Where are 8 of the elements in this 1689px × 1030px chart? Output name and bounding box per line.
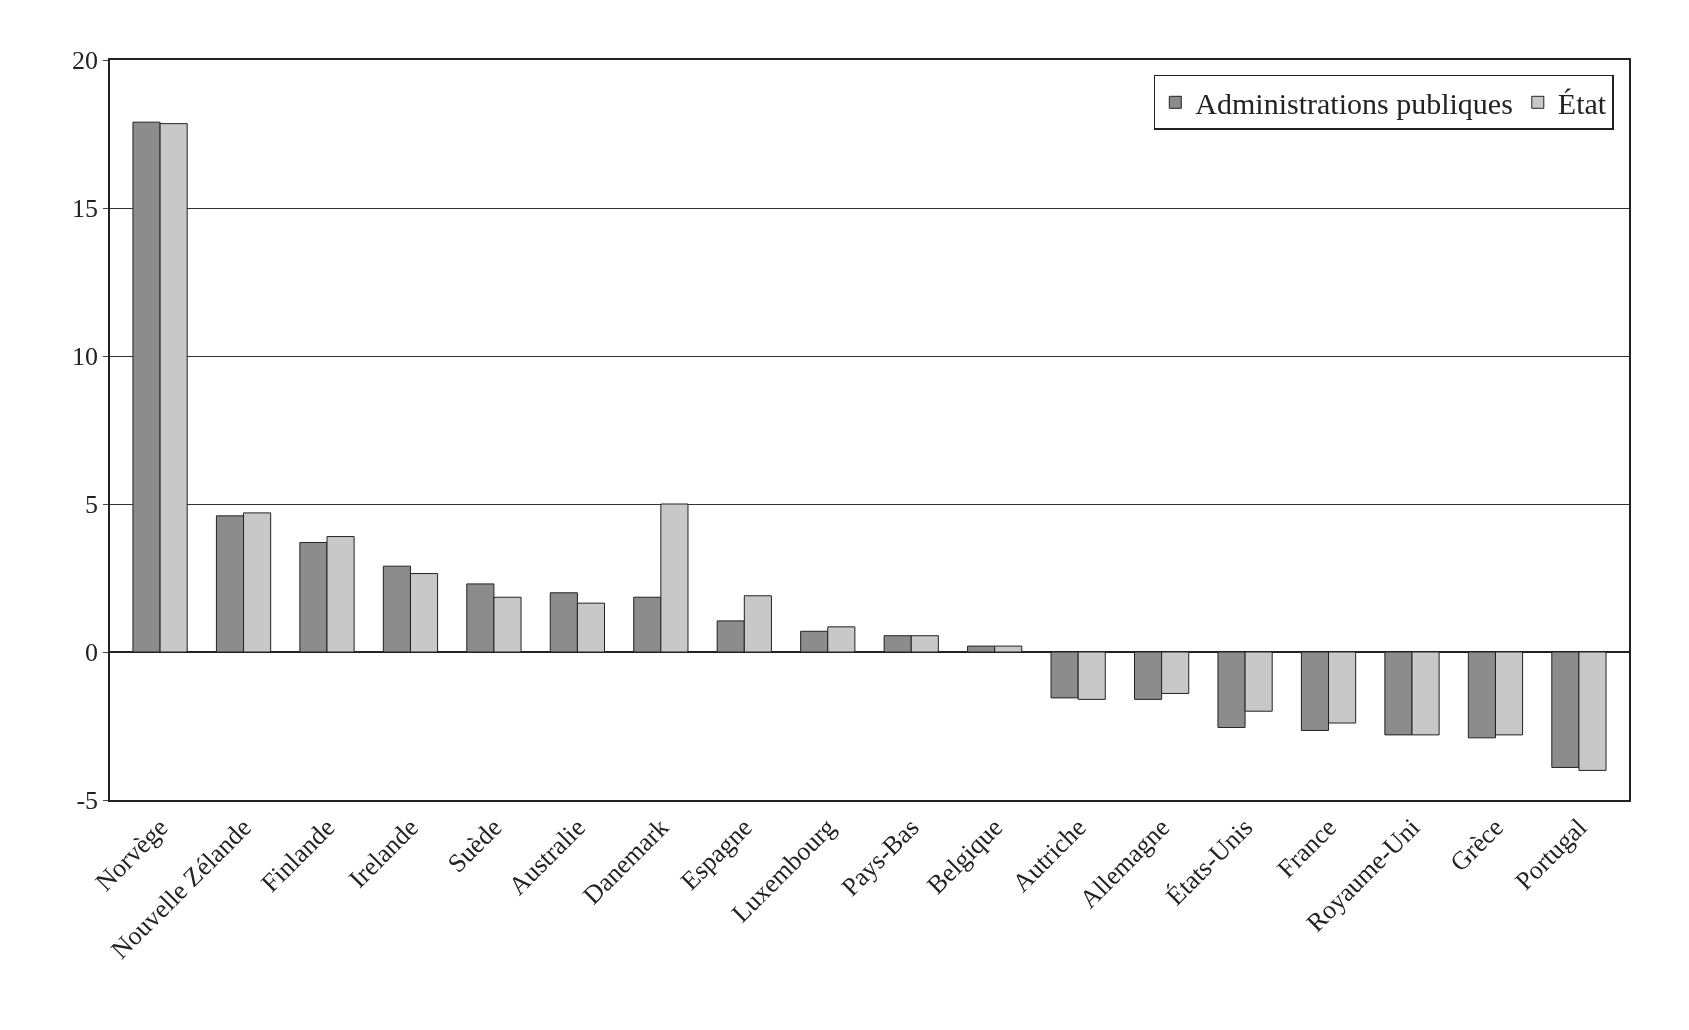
- legend-label: Administrations publiques: [1195, 87, 1513, 120]
- y-tick-label: 15: [72, 194, 99, 224]
- y-tick-label: 5: [85, 490, 99, 520]
- y-tick-label: 0: [85, 638, 99, 668]
- y-tick-label: 10: [72, 342, 99, 372]
- legend-label: État: [1557, 87, 1607, 120]
- y-tick-label: -5: [76, 786, 99, 816]
- y-tick-label: 20: [72, 46, 99, 76]
